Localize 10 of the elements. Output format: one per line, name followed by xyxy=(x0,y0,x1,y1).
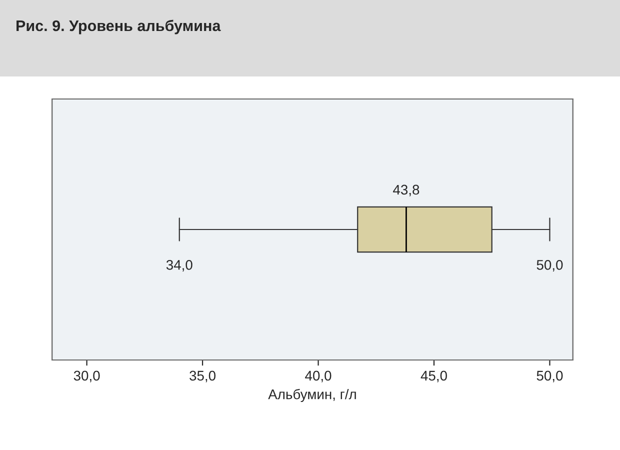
x-tick-label: 50,0 xyxy=(536,370,563,382)
x-axis-title: Альбумин, г/л xyxy=(268,388,356,402)
annotation: 43,8 xyxy=(393,184,420,196)
x-tick-label: 35,0 xyxy=(190,370,216,382)
chart-title: Рис. 9. Уровень альбумина xyxy=(16,20,221,34)
x-tick-label: 40,0 xyxy=(305,370,332,382)
annotation: 34,0 xyxy=(166,260,192,272)
x-tick-label: 45,0 xyxy=(420,370,447,382)
annotation: 50,0 xyxy=(536,260,563,272)
x-tick-label: 30,0 xyxy=(74,370,100,382)
